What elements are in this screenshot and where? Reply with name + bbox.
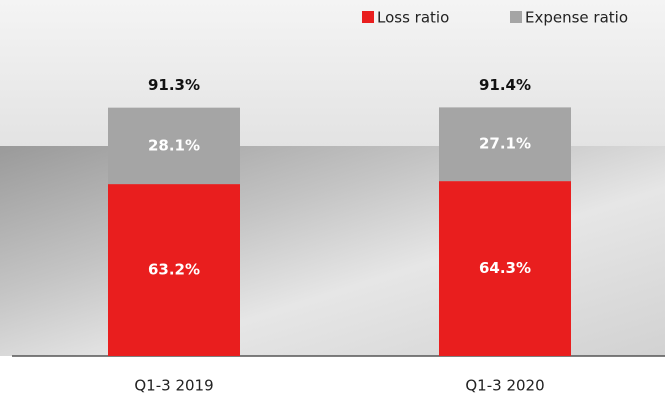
total-label: 91.3% [148, 76, 200, 94]
value-label: 28.1% [148, 136, 200, 154]
bar-segment [439, 181, 571, 356]
bar-segment [108, 184, 240, 356]
value-label: 63.2% [148, 261, 200, 279]
bar-segment [439, 107, 571, 182]
value-label: 27.1% [479, 135, 531, 153]
legend-swatch [510, 11, 522, 23]
legend-swatch [362, 11, 374, 23]
bar-segment [108, 107, 240, 185]
x-tick-label: Q1-3 2019 [134, 377, 213, 395]
legend-label: Expense ratio [525, 9, 628, 27]
x-tick-label: Q1-3 2020 [465, 377, 544, 395]
value-label: 64.3% [479, 259, 531, 277]
background [0, 356, 665, 401]
total-label: 91.4% [479, 76, 531, 94]
legend-label: Loss ratio [377, 9, 449, 27]
